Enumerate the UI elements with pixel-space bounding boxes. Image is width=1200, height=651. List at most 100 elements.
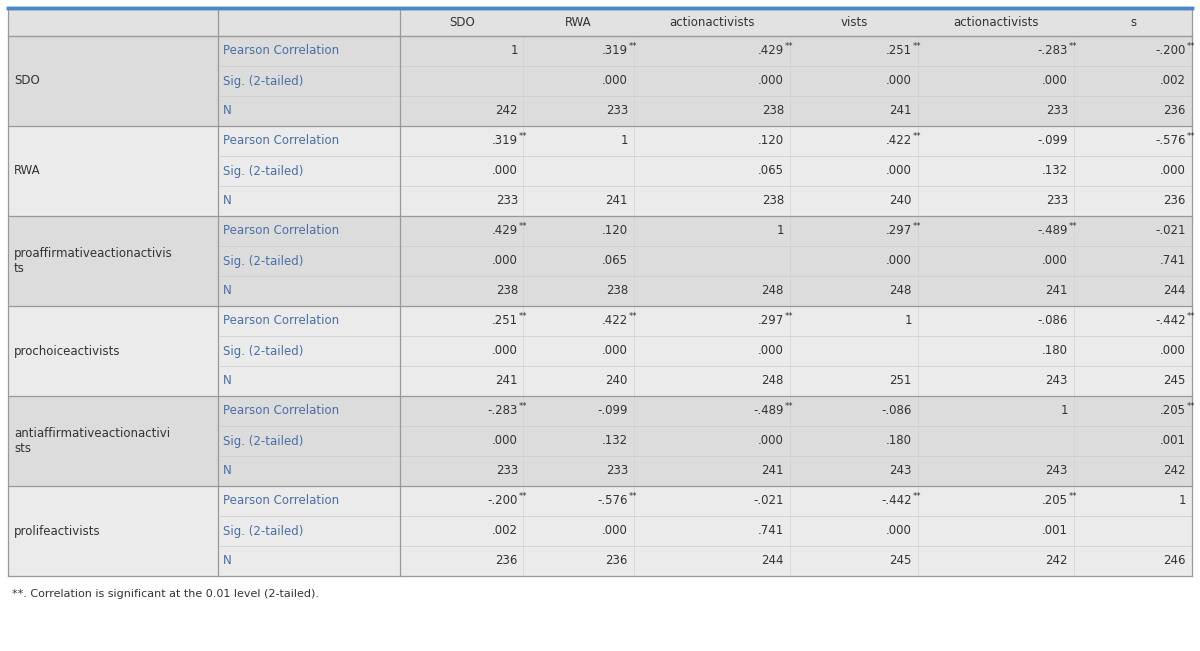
- Text: -.200: -.200: [1156, 44, 1186, 57]
- Text: .422: .422: [601, 314, 628, 327]
- Bar: [1074, 306, 1192, 336]
- Text: Pearson Correlation: Pearson Correlation: [223, 495, 340, 508]
- Bar: [1074, 516, 1192, 546]
- Bar: [918, 186, 1074, 216]
- Bar: [918, 276, 1074, 306]
- Text: 236: 236: [496, 555, 518, 568]
- Bar: [1074, 66, 1192, 96]
- Text: .000: .000: [492, 165, 518, 178]
- Text: **: **: [629, 42, 637, 51]
- Text: 242: 242: [1164, 465, 1186, 477]
- Text: .001: .001: [1042, 525, 1068, 538]
- Bar: [400, 186, 524, 216]
- Text: .000: .000: [1042, 255, 1068, 268]
- Text: .000: .000: [886, 165, 912, 178]
- Bar: [523, 246, 634, 276]
- Bar: [790, 366, 918, 396]
- Text: **: **: [913, 492, 922, 501]
- Text: -.021: -.021: [754, 495, 784, 508]
- Bar: [918, 336, 1074, 366]
- Bar: [523, 66, 634, 96]
- Text: 1: 1: [1178, 495, 1186, 508]
- Bar: [790, 456, 918, 486]
- Text: 244: 244: [762, 555, 784, 568]
- Bar: [918, 96, 1074, 126]
- Bar: [218, 186, 400, 216]
- Bar: [523, 426, 634, 456]
- Bar: [918, 396, 1074, 426]
- Text: 233: 233: [1045, 195, 1068, 208]
- Text: **: **: [1069, 222, 1078, 231]
- Text: 243: 243: [1045, 465, 1068, 477]
- Bar: [400, 366, 524, 396]
- Text: N: N: [223, 195, 232, 208]
- Bar: [218, 36, 400, 66]
- Text: SDO: SDO: [14, 74, 40, 87]
- Bar: [1074, 456, 1192, 486]
- Bar: [634, 216, 790, 246]
- Text: -.576: -.576: [1156, 135, 1186, 148]
- Bar: [8, 486, 218, 576]
- Bar: [218, 456, 400, 486]
- Text: Pearson Correlation: Pearson Correlation: [223, 135, 340, 148]
- Bar: [634, 246, 790, 276]
- Text: Sig. (2-tailed): Sig. (2-tailed): [223, 525, 304, 538]
- Text: vists: vists: [840, 16, 868, 29]
- Text: Pearson Correlation: Pearson Correlation: [223, 314, 340, 327]
- Bar: [523, 516, 634, 546]
- Text: -.283: -.283: [487, 404, 518, 417]
- Text: 241: 241: [1045, 284, 1068, 298]
- Bar: [790, 276, 918, 306]
- Bar: [400, 36, 524, 66]
- Bar: [634, 186, 790, 216]
- Text: **: **: [785, 402, 793, 411]
- Text: .429: .429: [492, 225, 518, 238]
- Bar: [918, 546, 1074, 576]
- Bar: [523, 186, 634, 216]
- Bar: [918, 36, 1074, 66]
- Bar: [523, 216, 634, 246]
- Bar: [1074, 426, 1192, 456]
- Bar: [634, 336, 790, 366]
- Text: 242: 242: [496, 105, 518, 117]
- Bar: [790, 246, 918, 276]
- Bar: [218, 426, 400, 456]
- Text: 238: 238: [496, 284, 518, 298]
- Text: 241: 241: [762, 465, 784, 477]
- Bar: [218, 306, 400, 336]
- Bar: [1074, 486, 1192, 516]
- Bar: [790, 186, 918, 216]
- Bar: [400, 456, 524, 486]
- Bar: [400, 546, 524, 576]
- Bar: [790, 546, 918, 576]
- Text: .180: .180: [1042, 344, 1068, 357]
- Bar: [400, 216, 524, 246]
- Text: .319: .319: [602, 44, 628, 57]
- Bar: [918, 126, 1074, 156]
- Bar: [918, 486, 1074, 516]
- Text: 248: 248: [762, 284, 784, 298]
- Text: .000: .000: [492, 344, 518, 357]
- Text: 243: 243: [889, 465, 912, 477]
- Bar: [8, 216, 218, 306]
- Bar: [523, 306, 634, 336]
- Bar: [634, 96, 790, 126]
- Text: -.442: -.442: [881, 495, 912, 508]
- Bar: [523, 336, 634, 366]
- Text: .297: .297: [757, 314, 784, 327]
- Bar: [1074, 156, 1192, 186]
- Text: 241: 241: [889, 105, 912, 117]
- Text: Sig. (2-tailed): Sig. (2-tailed): [223, 434, 304, 447]
- Text: SDO: SDO: [449, 16, 475, 29]
- Bar: [1074, 96, 1192, 126]
- Bar: [218, 276, 400, 306]
- Text: **: **: [1187, 402, 1195, 411]
- Bar: [400, 156, 524, 186]
- Bar: [1074, 546, 1192, 576]
- Bar: [790, 96, 918, 126]
- Bar: [790, 36, 918, 66]
- Text: 238: 238: [606, 284, 628, 298]
- Text: .429: .429: [757, 44, 784, 57]
- Bar: [400, 276, 524, 306]
- Bar: [790, 516, 918, 546]
